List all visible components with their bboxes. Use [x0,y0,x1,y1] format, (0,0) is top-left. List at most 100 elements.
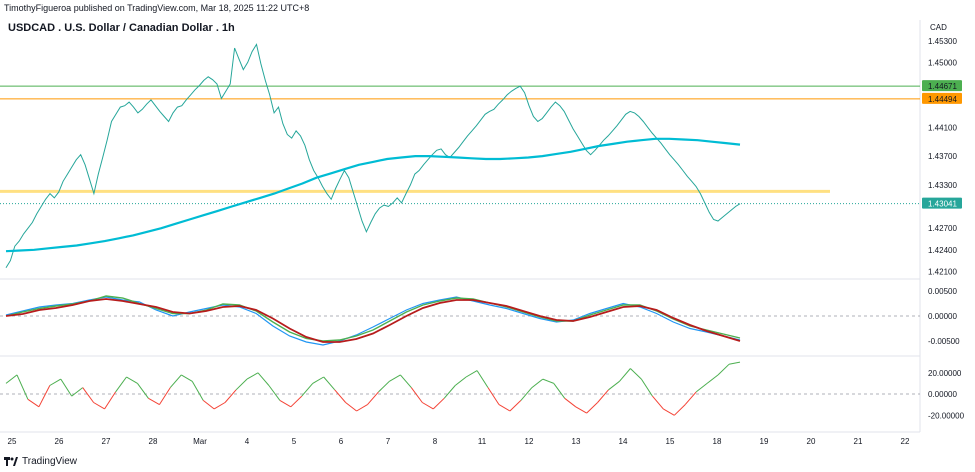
indicator-2-tick-label: 20.00000 [928,369,962,378]
oscillator-segment [487,387,500,405]
horizontal-levels: 1.44671 1.44494 1.43041 [0,80,962,209]
price-level-badge [922,92,962,104]
oscillator-segment [104,391,117,410]
indicator-1-tick-label: -0.00500 [928,337,960,346]
price-tick-label: 1.43700 [928,152,957,161]
oscillator-segment [181,374,193,382]
time-axis: 25 26 27 28 Mar 4 5 6 7 8 11 12 13 14 15 18 19 20 21 22 [8,437,910,446]
oscillator-segment [663,408,675,416]
price-tick-label: 1.42100 [928,267,957,276]
oscillator-segment [553,383,566,399]
price-level-badge [922,197,962,209]
oscillator-segment [673,404,686,416]
oscillator-segment [257,372,270,386]
oscillator-segment [652,395,664,410]
x-tick-label: 13 [572,437,581,446]
x-tick-label: 12 [525,437,534,446]
indicator-2-tick-label: 0.00000 [928,390,957,399]
oscillator-segment [706,374,719,384]
series-line-moving-average [5,137,741,253]
oscillator-segment [301,383,314,397]
oscillator-segment [345,402,357,412]
oscillator-segment [367,391,379,405]
oscillator-segment [191,381,204,401]
oscillator-segment [728,361,741,365]
publication-attribution: TimothyFigueroa published on TradingView… [4,3,310,13]
x-tick-label: Mar [193,437,207,446]
price-tick-label: 1.44100 [928,123,957,132]
x-tick-label: 21 [854,437,863,446]
x-tick-label: 5 [292,437,297,446]
indicator-1-tick-label: 0.00500 [928,287,957,296]
oscillator-segment [279,399,292,408]
oscillator-segment [93,402,105,410]
x-tick-label: 18 [713,437,722,446]
price-tick-label: 1.45300 [928,37,957,46]
oscillator-segment [378,380,390,393]
x-tick-label: 22 [901,437,910,446]
price-level-badge [922,80,962,92]
oscillator-segment [38,385,51,408]
oscillator-segment [520,387,533,401]
price-tick-label: 1.43300 [928,181,957,190]
oscillator-segment [334,389,346,403]
oscillator-segment [246,372,259,380]
oscillator-segment [608,380,620,391]
price-tick-label: 1.42400 [928,246,957,255]
oscillator-segment [213,402,226,410]
oscillator-segment [323,376,336,391]
oscillator-segment [630,368,642,380]
oscillator-segment [717,363,730,376]
oscillator-segment [148,397,160,406]
oscillator-segment [640,378,653,397]
oscillator-segment [619,368,631,382]
oscillator-segment [356,404,368,412]
x-tick-label: 7 [386,437,391,446]
oscillator-segment [224,389,237,403]
oscillator-segment [454,376,467,386]
price-tick-label: 1.45000 [928,58,957,67]
tradingview-logo-icon [4,457,18,466]
oscillator-segment [400,374,412,388]
oscillator-segment [695,383,708,393]
oscillator-segment [422,402,434,410]
oscillator-segment [432,397,445,410]
indicator-2-series [5,361,741,416]
oscillator-segment [169,374,182,388]
x-tick-label: 14 [619,437,628,446]
oscillator-segment [410,387,423,403]
oscillator-segment [575,406,587,414]
oscillator-segment [27,398,40,408]
oscillator-segment [465,370,478,378]
price-level-label: 1.44671 [928,82,957,91]
series-line-signal [5,298,741,343]
oscillator-segment [49,378,62,386]
currency-label: CAD [930,23,947,32]
oscillator-segment [312,376,324,384]
oscillator-segment [531,378,544,388]
oscillator-segment [82,387,95,403]
oscillator-segment [235,378,248,391]
oscillator-segment [498,404,511,412]
price-tick-label: 1.42700 [928,224,957,233]
indicator-2-tick-label: -20.00000 [928,411,965,420]
x-tick-label: 20 [807,437,816,446]
x-tick-label: 28 [149,437,158,446]
x-tick-label: 15 [666,437,675,446]
oscillator-segment [509,400,522,412]
oscillator-segment [60,378,73,397]
x-tick-label: 25 [8,437,17,446]
oscillator-segment [290,395,303,408]
x-tick-label: 6 [339,437,344,446]
x-tick-label: 27 [102,437,111,446]
x-tick-label: 8 [433,437,438,446]
price-level-label: 1.43041 [928,200,957,209]
oscillator-segment [476,370,489,388]
series-line-price [5,43,741,269]
x-tick-label: 4 [245,437,250,446]
indicator-1-series [5,295,741,346]
x-tick-label: 11 [478,437,487,446]
oscillator-segment [597,389,609,403]
indicator-2-axis: 20.00000 0.00000 -20.00000 [0,369,965,420]
